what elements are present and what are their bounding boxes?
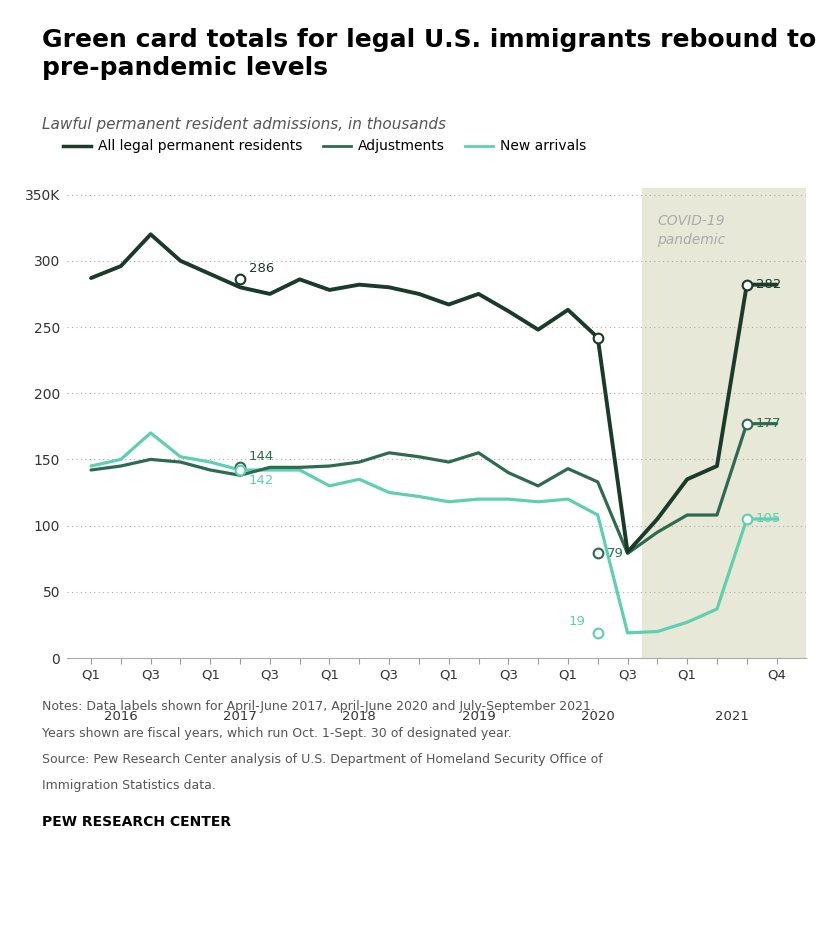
Text: COVID-19
pandemic: COVID-19 pandemic [658, 214, 726, 247]
Text: 2016: 2016 [104, 710, 138, 723]
Text: Lawful permanent resident admissions, in thousands: Lawful permanent resident admissions, in… [42, 118, 446, 133]
Text: 19: 19 [569, 615, 585, 628]
Text: 2017: 2017 [223, 710, 257, 723]
Text: 177: 177 [756, 417, 781, 431]
Text: Immigration Statistics data.: Immigration Statistics data. [42, 779, 216, 792]
Text: 144: 144 [249, 450, 275, 463]
Text: 2020: 2020 [581, 710, 615, 723]
Text: 142: 142 [249, 474, 275, 487]
Text: 105: 105 [756, 512, 781, 525]
Text: 2021: 2021 [715, 710, 748, 723]
Text: 79: 79 [606, 547, 623, 560]
Bar [643, 188, 806, 658]
Text: Years shown are fiscal years, which run Oct. 1-Sept. 30 of designated year.: Years shown are fiscal years, which run … [42, 727, 512, 740]
Text: PEW RESEARCH CENTER: PEW RESEARCH CENTER [42, 815, 231, 829]
Text: 286: 286 [249, 262, 275, 275]
Legend: All legal permanent residents, Adjustments, New arrivals: All legal permanent residents, Adjustmen… [57, 133, 592, 159]
Text: 2018: 2018 [343, 710, 376, 723]
Text: 2019: 2019 [462, 710, 496, 723]
Text: Source: Pew Research Center analysis of U.S. Department of Homeland Security Off: Source: Pew Research Center analysis of … [42, 753, 603, 766]
Text: Notes: Data labels shown for April-June 2017, April-June 2020 and July-September: Notes: Data labels shown for April-June … [42, 700, 595, 713]
Text: Green card totals for legal U.S. immigrants rebound to
pre-pandemic levels: Green card totals for legal U.S. immigra… [42, 28, 816, 80]
Text: 282: 282 [756, 278, 781, 291]
